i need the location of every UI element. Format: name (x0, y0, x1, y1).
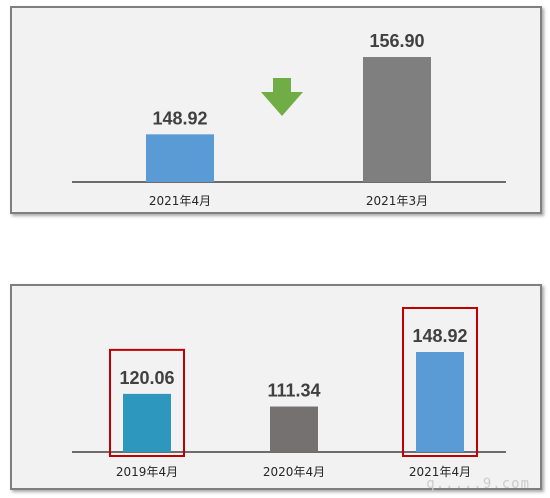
bar-1 (270, 406, 318, 452)
tick-label-0: 2021年4月 (149, 194, 211, 208)
bar-1 (363, 57, 431, 182)
tick-label-2: 2021年4月 (409, 465, 471, 479)
tick-label-1: 2021年3月 (366, 194, 428, 208)
highlight-box-2 (402, 307, 478, 457)
highlight-box-0 (109, 348, 185, 458)
data-label-1: 156.90 (369, 31, 424, 51)
tick-label-1: 2020年4月 (263, 465, 325, 479)
chart-panel-2: 120.06 2019年4月 111.34 2020年4月 148.92 2021年4月 (10, 284, 542, 490)
data-label-2: 148.92 (412, 326, 467, 346)
bar-chart-2: 120.06 2019年4月 111.34 2020年4月 148.92 2021年4月 (72, 307, 506, 479)
chart-panel-1: 148.92 2021年4月 156.90 2021年3月 (10, 6, 542, 214)
bar-0 (146, 134, 214, 182)
bar-2 (416, 352, 464, 452)
watermark: q.....9.com (426, 476, 530, 492)
data-label-1: 111.34 (267, 381, 320, 401)
bar-chart-1: 148.92 2021年4月 156.90 2021年3月 (72, 31, 506, 208)
down-arrow-icon (261, 78, 303, 116)
data-label-0: 148.92 (152, 108, 207, 128)
tick-label-0: 2019年4月 (116, 465, 178, 479)
data-label-0: 120.06 (119, 368, 174, 388)
bar-0 (123, 393, 171, 452)
